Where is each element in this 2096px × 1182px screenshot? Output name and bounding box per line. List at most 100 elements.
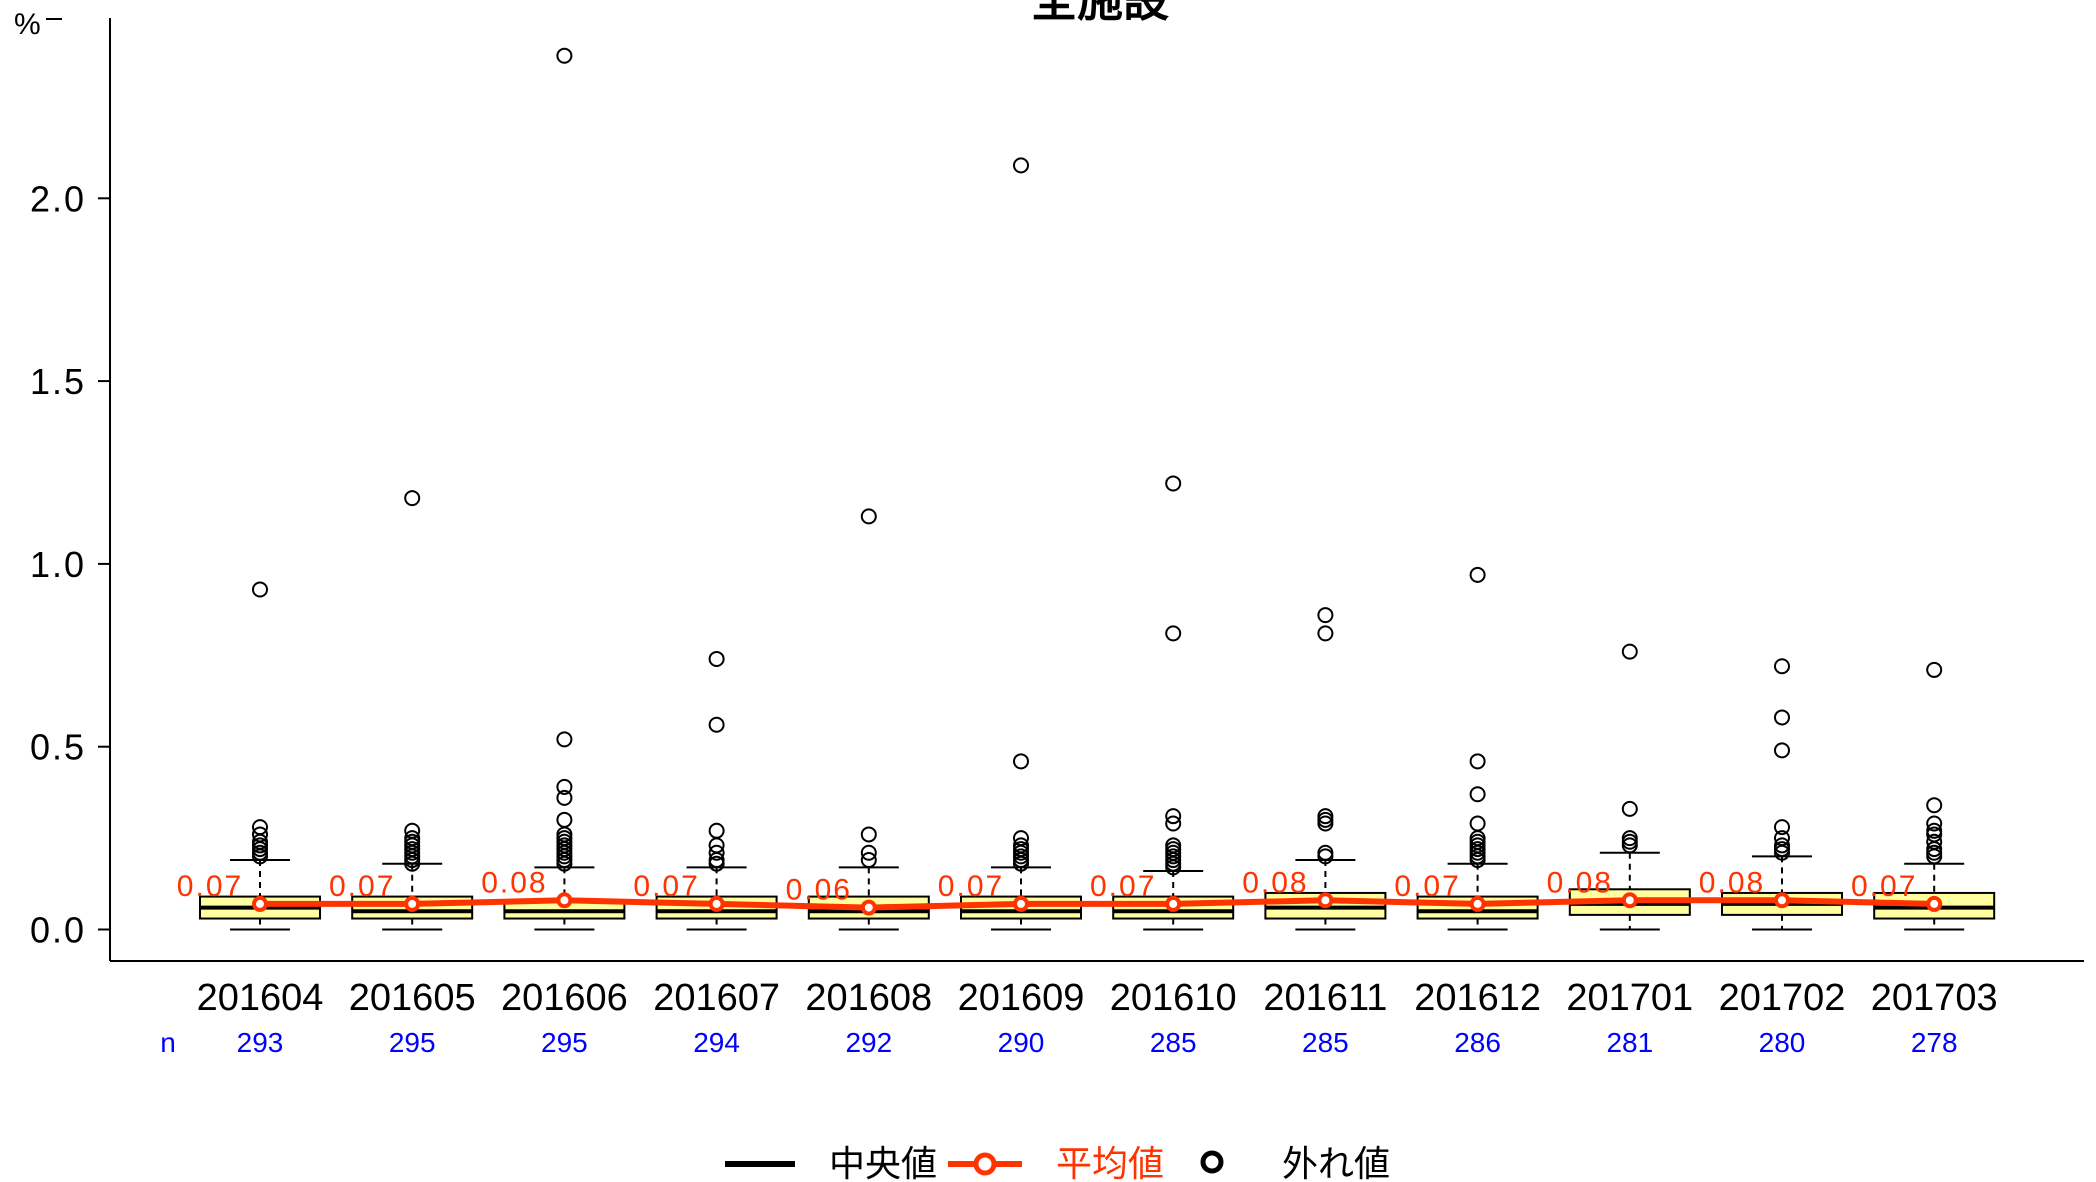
outlier-point xyxy=(1165,815,1182,832)
legend: 中央値 平均値 外れ値 xyxy=(725,1143,1390,1182)
x-tick-label: 201609 xyxy=(958,977,1085,1019)
x-tick-label: 201701 xyxy=(1566,977,1693,1019)
x-tick-label: 201612 xyxy=(1414,977,1541,1019)
outlier-point xyxy=(1926,661,1943,678)
legend-outlier-marker xyxy=(1200,1150,1224,1174)
outlier-point xyxy=(1165,859,1182,876)
n-value: 285 xyxy=(1302,1027,1349,1058)
outlier-point xyxy=(1469,852,1486,869)
outlier-point xyxy=(708,822,725,839)
outlier-point xyxy=(1774,844,1790,861)
n-value: 281 xyxy=(1606,1027,1653,1058)
x-tick-label: 201702 xyxy=(1719,977,1846,1019)
outlier-point xyxy=(252,581,268,598)
outlier-point xyxy=(860,852,877,869)
box-201608 xyxy=(807,508,930,931)
mean-point xyxy=(708,895,725,912)
mean-point xyxy=(404,895,421,912)
outlier-point xyxy=(1013,157,1029,174)
y-tick-label: 0.0 xyxy=(30,910,86,951)
outlier-point xyxy=(404,490,421,507)
box-201605 xyxy=(351,490,474,931)
outlier-point xyxy=(1926,815,1943,832)
mean-point xyxy=(1926,895,1943,912)
y-ticks: 0.0 0.5 1.0 1.5 2.0 xyxy=(30,18,110,951)
outlier-point xyxy=(1013,753,1029,770)
x-tick-label: 201611 xyxy=(1263,977,1387,1019)
legend-outlier-label: 外れ値 xyxy=(1282,1143,1390,1182)
outlier-point xyxy=(556,855,573,872)
mean-label: 0.06 xyxy=(786,874,852,907)
chart-title: 全施設 xyxy=(1030,0,1169,26)
outlier-point xyxy=(1621,800,1638,817)
n-value: 278 xyxy=(1911,1027,1958,1058)
n-value: 295 xyxy=(541,1027,588,1058)
x-tick-label: 201610 xyxy=(1110,977,1237,1019)
outlier-point xyxy=(708,844,725,861)
outlier-point xyxy=(1926,848,1943,865)
box-201609 xyxy=(960,157,1082,931)
mean-point xyxy=(1774,892,1790,909)
outlier-point xyxy=(860,508,877,525)
outlier-point xyxy=(1165,625,1182,642)
mean-point xyxy=(1469,895,1486,912)
outlier-point xyxy=(860,826,877,843)
outlier-point xyxy=(1469,566,1486,583)
box-201610 xyxy=(1112,475,1235,931)
outlier-point xyxy=(404,855,421,872)
outlier-point xyxy=(556,778,573,795)
axes: 全施設 % n xyxy=(14,0,2084,1058)
mean-point xyxy=(860,899,877,916)
outlier-point xyxy=(556,811,573,828)
outlier-point xyxy=(556,789,573,806)
outlier-point xyxy=(1774,742,1790,759)
outlier-point xyxy=(252,848,268,865)
outlier-point xyxy=(1317,815,1334,832)
outlier-point xyxy=(1621,643,1638,660)
outlier-point xyxy=(708,650,725,667)
y-tick-label: 1.0 xyxy=(30,544,86,585)
mean-point xyxy=(252,895,268,912)
mean-point xyxy=(556,892,573,909)
legend-mean-marker xyxy=(973,1152,997,1176)
mean-label: 0.07 xyxy=(938,870,1004,903)
outlier-point xyxy=(1469,815,1486,832)
mean-label: 0.08 xyxy=(481,866,547,899)
outlier-point xyxy=(1774,658,1790,675)
x-tick-label: 201606 xyxy=(501,977,628,1019)
x-tick-label: 201608 xyxy=(805,977,932,1019)
mean-point xyxy=(1621,892,1638,909)
outlier-point xyxy=(1317,607,1334,624)
y-tick-label: 2.0 xyxy=(30,178,86,219)
mean-series: 0.07 0.07 0.08 0.07 0.06 0.07 0.07 0.08 0.07 0.08… xyxy=(177,866,1943,916)
mean-label: 0.07 xyxy=(1851,870,1917,903)
y-tick-label: 0.5 xyxy=(30,727,86,768)
legend-mean-label: 平均値 xyxy=(1056,1143,1164,1182)
y-axis-label: % xyxy=(14,8,41,41)
mean-label: 0.07 xyxy=(1090,870,1156,903)
n-value: 293 xyxy=(237,1027,284,1058)
outlier-point xyxy=(1469,753,1486,770)
n-value: 292 xyxy=(845,1027,892,1058)
n-value: 290 xyxy=(998,1027,1045,1058)
outlier-point xyxy=(708,716,725,733)
mean-point xyxy=(1013,895,1029,912)
mean-label: 0.08 xyxy=(1547,866,1613,899)
outlier-point xyxy=(1165,475,1182,492)
x-tick-labels: 201604 293 201605 295 201606 295 201607 294 2016… xyxy=(197,977,1998,1058)
n-value: 285 xyxy=(1150,1027,1197,1058)
outlier-point xyxy=(1774,819,1790,836)
n-value: 295 xyxy=(389,1027,436,1058)
n-value: 280 xyxy=(1759,1027,1806,1058)
mean-point xyxy=(1165,895,1182,912)
outlier-point xyxy=(556,47,573,64)
outlier-point xyxy=(1621,837,1638,854)
mean-label: 0.08 xyxy=(1699,866,1765,899)
outlier-point xyxy=(1926,797,1943,814)
n-value: 286 xyxy=(1454,1027,1501,1058)
n-value: 294 xyxy=(693,1027,740,1058)
outlier-point xyxy=(1013,855,1029,872)
x-tick-label: 201605 xyxy=(349,977,476,1019)
y-tick-label: 1.5 xyxy=(30,361,86,402)
